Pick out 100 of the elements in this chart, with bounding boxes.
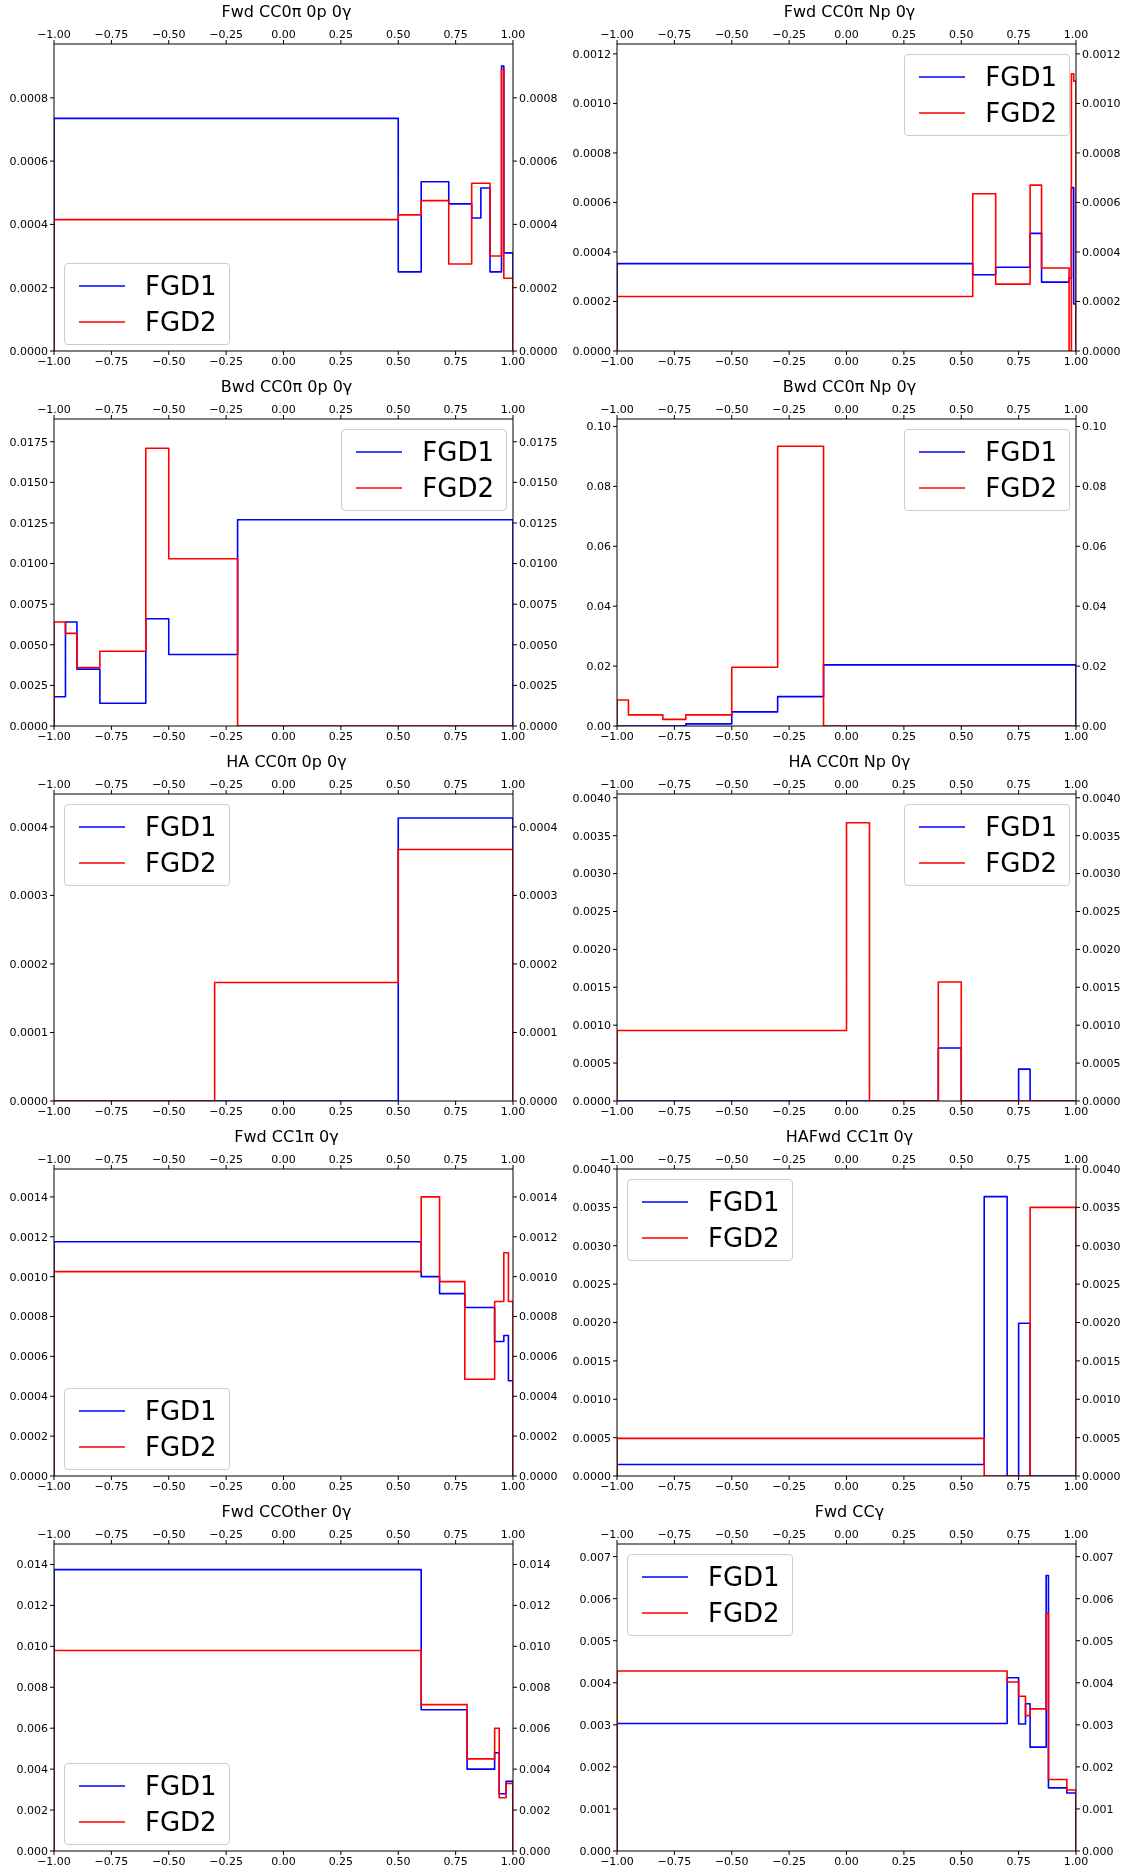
x2-tick-label: 0.25 [891,1854,917,1868]
x2-tick-label: 0.75 [443,354,468,368]
y2-tick-label: 0.0003 [519,889,558,903]
y-tick-label: 0.006 [579,1592,611,1606]
y-tick-label: 0.0010 [572,1019,611,1033]
x2-tick-label: 0.25 [328,354,354,368]
x-tick-label: 0.50 [949,1153,974,1166]
chart-title: HA CC0π 0p 0γ [225,751,348,773]
y-tick-label: 0.06 [586,540,611,554]
x-tick-label: 0.00 [834,1153,859,1166]
x-tick-label: 0.25 [328,1153,354,1166]
x-tick-label: −1.00 [37,1528,71,1541]
legend-label: FGD1 [985,812,1057,842]
x2-tick-label: 0.25 [328,1104,354,1118]
legend-label: FGD1 [145,1396,217,1426]
x2-tick-label: 0.50 [386,729,411,743]
y-tick-label: 0.0015 [572,1354,611,1368]
x-tick-label: 0.25 [891,778,917,791]
y-tick-label: 0.0012 [572,47,611,61]
x-tick-label: 0.00 [271,1528,296,1541]
y-tick-label: 0.0014 [9,1190,48,1204]
x2-tick-label: −0.25 [209,354,243,368]
x2-tick-label: −0.75 [94,354,129,368]
x-tick-label: −0.25 [209,1153,243,1166]
x2-tick-label: −0.25 [772,1479,806,1493]
legend-label: FGD1 [708,1187,780,1217]
y2-tick-label: 0.0125 [519,516,558,530]
x-tick-label: −0.50 [151,1153,186,1166]
x-tick-label: −1.00 [37,778,71,791]
x2-tick-label: 0.25 [328,1479,354,1493]
y2-tick-label: 0.0030 [1082,867,1121,881]
x2-tick-label: 0.00 [271,1854,296,1868]
x-tick-label: 0.00 [834,28,859,41]
y-tick-label: 0.007 [579,1550,611,1564]
x-tick-label: 1.00 [500,1153,526,1166]
x2-tick-label: 0.50 [949,1479,974,1493]
x-tick-label: 0.75 [443,1153,468,1166]
y-tick-label: 0.0004 [9,218,48,232]
y-tick-label: 0.0025 [9,679,48,693]
y2-tick-label: 0.0025 [1082,1278,1121,1292]
y-tick-label: 0.0006 [9,155,48,169]
y-tick-label: 0.004 [16,1763,48,1777]
y2-tick-label: 0.007 [1082,1550,1114,1564]
x-tick-label: 0.25 [328,28,354,41]
legend-label: FGD2 [145,1432,217,1462]
y-tick-label: 0.0125 [9,516,48,530]
x2-tick-label: 0.00 [271,354,296,368]
x-tick-label: −1.00 [600,28,634,41]
y2-tick-label: 0.014 [519,1558,551,1572]
x-tick-label: 0.50 [386,778,411,791]
x2-tick-label: 0.75 [1006,1479,1031,1493]
x2-tick-label: −0.75 [94,1479,129,1493]
x2-tick-label: 0.50 [949,1104,974,1118]
chart-title: Bwd CC0π Np 0γ [781,376,918,398]
y-tick-label: 0.0030 [572,1239,611,1253]
x2-tick-label: −0.50 [714,729,749,743]
y2-tick-label: 0.08 [1082,480,1107,494]
x-tick-label: −0.25 [209,778,243,791]
y2-tick-label: 0.0002 [519,957,558,971]
x-tick-label: 0.50 [386,1153,411,1166]
x2-tick-label: −0.75 [94,1854,129,1868]
x2-tick-label: 0.50 [949,1854,974,1868]
x-tick-label: −0.50 [151,1528,186,1541]
x-tick-label: 0.25 [891,403,917,416]
chart-title: Bwd CC0π 0p 0γ [219,376,354,398]
x2-tick-label: 0.25 [891,1104,917,1118]
y-tick-label: 0.0002 [9,281,48,295]
y2-tick-label: 0.0008 [1082,146,1121,160]
x2-tick-label: 0.50 [386,354,411,368]
x2-tick-label: −0.25 [772,1854,806,1868]
y-tick-label: 0.0008 [572,146,611,160]
x-tick-label: −0.50 [151,403,186,416]
x-tick-label: −0.50 [151,778,186,791]
x-tick-label: −0.75 [94,28,129,41]
y-tick-label: 0.0004 [572,245,611,259]
y-tick-label: 0.0006 [9,1350,48,1364]
x-tick-label: −1.00 [37,403,71,416]
y-tick-label: 0.0006 [572,196,611,210]
x2-tick-label: 0.75 [443,1854,468,1868]
y2-tick-label: 0.001 [1082,1802,1114,1816]
y-tick-label: 0.010 [16,1640,48,1654]
legend-label: FGD1 [985,437,1057,467]
y2-tick-label: 0.005 [1082,1634,1114,1648]
y-tick-label: 0.0010 [9,1270,48,1284]
x2-tick-label: 0.50 [949,354,974,368]
x2-tick-label: 0.50 [949,729,974,743]
x2-tick-label: −0.50 [714,1854,749,1868]
y2-tick-label: 0.10 [1082,420,1107,434]
x2-tick-label: −0.50 [151,1104,186,1118]
x-tick-label: −0.75 [94,1153,129,1166]
legend-label: FGD2 [145,1807,217,1837]
y2-tick-label: 0.02 [1082,660,1107,673]
y-tick-label: 0.0025 [572,905,611,919]
x2-tick-label: 0.75 [1006,1854,1031,1868]
y-tick-label: 0.0100 [9,557,48,571]
x2-tick-label: −0.25 [209,1479,243,1493]
x2-tick-label: 0.00 [834,1104,859,1118]
x2-tick-label: −0.50 [151,354,186,368]
y-tick-label: 0.002 [579,1760,611,1774]
y-tick-label: 0.0020 [572,943,611,957]
